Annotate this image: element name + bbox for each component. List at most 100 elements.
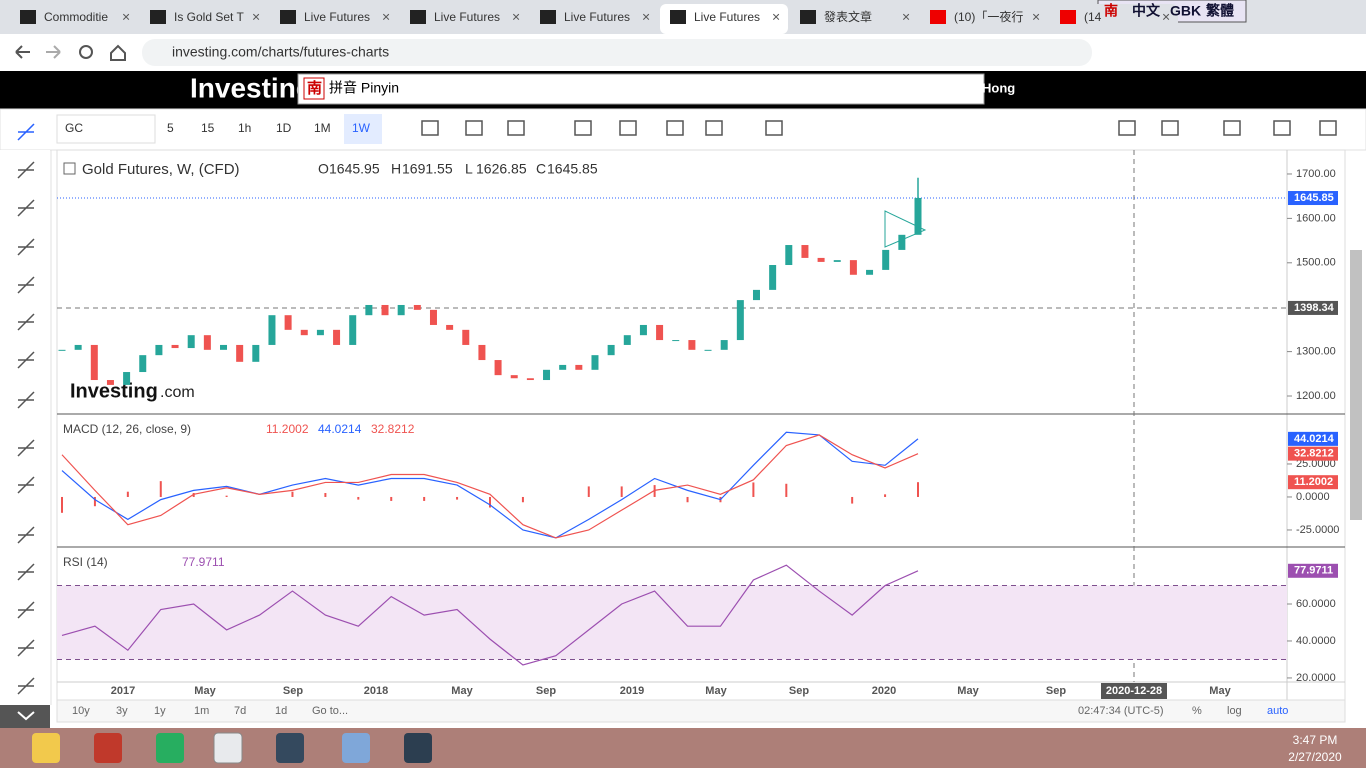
tab-title[interactable]: Live Futures	[434, 10, 500, 24]
back-button[interactable]	[15, 45, 30, 59]
drawing-tool[interactable]	[17, 238, 35, 256]
scale-option[interactable]: log	[1227, 705, 1242, 717]
x-tick-label: 2017	[111, 685, 135, 697]
collapse-button[interactable]	[0, 705, 50, 728]
url-field[interactable]	[142, 39, 1092, 66]
toolbar-icon[interactable]	[507, 120, 525, 136]
taskbar-app[interactable]	[156, 733, 184, 763]
drawing-tool[interactable]	[17, 476, 35, 494]
ime-item[interactable]: 中文	[1132, 3, 1161, 19]
range-button[interactable]: 1m	[194, 705, 209, 717]
scale-option[interactable]: auto	[1267, 705, 1288, 717]
toolbar-icon[interactable]	[1223, 120, 1241, 136]
scrollbar[interactable]	[1350, 250, 1362, 520]
drawing-tool[interactable]	[17, 391, 35, 409]
tab-title[interactable]: Is Gold Set T	[174, 10, 244, 24]
interval-active	[344, 114, 382, 144]
candle	[252, 344, 260, 362]
tab-favicon	[1060, 10, 1076, 24]
drawing-tool[interactable]	[17, 677, 35, 695]
drawing-tool[interactable]	[17, 123, 35, 141]
range-button[interactable]: 7d	[234, 705, 246, 717]
taskbar-app[interactable]	[32, 733, 60, 763]
toolbar-icon[interactable]	[1161, 120, 1179, 136]
drawing-tool[interactable]	[17, 199, 35, 217]
forward-button[interactable]	[46, 45, 61, 59]
candle	[429, 309, 437, 325]
drawing-tool[interactable]	[17, 351, 35, 369]
drawing-tool[interactable]	[17, 161, 35, 179]
tab-title[interactable]: 發表文章	[824, 9, 872, 24]
toolbar-icon[interactable]	[1319, 120, 1337, 136]
toolbar-icon[interactable]	[705, 120, 723, 136]
scale-option[interactable]: %	[1192, 705, 1202, 717]
goto-button[interactable]: Go to...	[312, 705, 348, 717]
drawing-tool[interactable]	[17, 639, 35, 657]
toolbar-icon[interactable]	[465, 120, 483, 136]
tab-title[interactable]: Live Futures	[304, 10, 370, 24]
taskbar-app[interactable]	[94, 733, 122, 763]
interval[interactable]: 1M	[314, 121, 331, 135]
tab-title[interactable]: Live Futures	[564, 10, 630, 24]
drawing-tool[interactable]	[17, 313, 35, 331]
tab-title[interactable]: Commoditie	[44, 10, 108, 24]
tab-favicon	[930, 10, 946, 24]
tab[interactable]	[1050, 4, 1178, 34]
toolbar-icon[interactable]	[619, 120, 637, 136]
collapse-box[interactable]	[63, 162, 76, 175]
toolbar-icon[interactable]	[1273, 120, 1291, 136]
range-button[interactable]: 1y	[154, 705, 166, 717]
range-button[interactable]: 1d	[275, 705, 287, 717]
tab[interactable]	[140, 4, 268, 34]
range-button[interactable]: 3y	[116, 705, 128, 717]
taskbar-app[interactable]	[342, 733, 370, 763]
drawing-tool[interactable]	[17, 526, 35, 544]
toolbar-icon[interactable]	[765, 120, 783, 136]
tab[interactable]	[530, 4, 658, 34]
tab[interactable]	[10, 4, 138, 34]
interval[interactable]: 5	[167, 121, 174, 135]
candle	[90, 344, 98, 381]
ime-item[interactable]: 南	[1104, 3, 1118, 19]
drawing-tool[interactable]	[17, 276, 35, 294]
tab-title[interactable]: (10)「一夜行	[954, 9, 1023, 24]
x-tick-label: Sep	[1046, 685, 1066, 697]
drawing-tool[interactable]	[17, 439, 35, 457]
taskbar-app[interactable]	[404, 733, 432, 763]
tab[interactable]	[920, 4, 1048, 34]
interval[interactable]: 1D	[276, 121, 292, 135]
interval[interactable]: 1h	[238, 121, 251, 135]
toolbar-icon[interactable]	[1118, 120, 1136, 136]
drawing-tool[interactable]	[17, 601, 35, 619]
symbol[interactable]: GC	[65, 121, 83, 135]
tab[interactable]	[270, 4, 398, 34]
toolbar-icon[interactable]	[666, 120, 684, 136]
taskbar-app[interactable]	[213, 732, 243, 764]
region[interactable]: Hong	[982, 80, 1015, 95]
site-logo[interactable]: Investing	[190, 72, 313, 103]
reload-button[interactable]	[79, 45, 93, 59]
symbol-field[interactable]	[56, 114, 156, 144]
tab[interactable]	[790, 4, 918, 34]
ime-item[interactable]: GBK	[1170, 3, 1201, 19]
drawing-tool[interactable]	[17, 563, 35, 581]
tab-title[interactable]: (14	[1084, 10, 1102, 24]
candle	[236, 344, 244, 362]
y-tick-label: 0.0000	[1296, 491, 1330, 503]
taskbar-app[interactable]	[276, 733, 304, 763]
home-button[interactable]	[110, 44, 126, 61]
ime-item[interactable]: 繁體	[1205, 3, 1234, 19]
range-button[interactable]: 10y	[72, 705, 90, 717]
y-tick-label: 1200.00	[1296, 390, 1336, 402]
interval[interactable]: 15	[201, 121, 215, 135]
tab-title[interactable]: Live Futures	[694, 10, 760, 24]
toolbar-icon[interactable]	[421, 120, 439, 136]
interval[interactable]: 1W	[352, 121, 371, 135]
tab-favicon	[670, 10, 686, 24]
url[interactable]: investing.com/charts/futures-charts	[172, 44, 389, 60]
price-tag-label: 11.2002	[1294, 476, 1333, 488]
tab[interactable]	[400, 4, 528, 34]
toolbar-icon[interactable]	[574, 120, 592, 136]
clock-time: 3:47 PM	[1293, 733, 1338, 747]
tab[interactable]	[660, 4, 788, 34]
